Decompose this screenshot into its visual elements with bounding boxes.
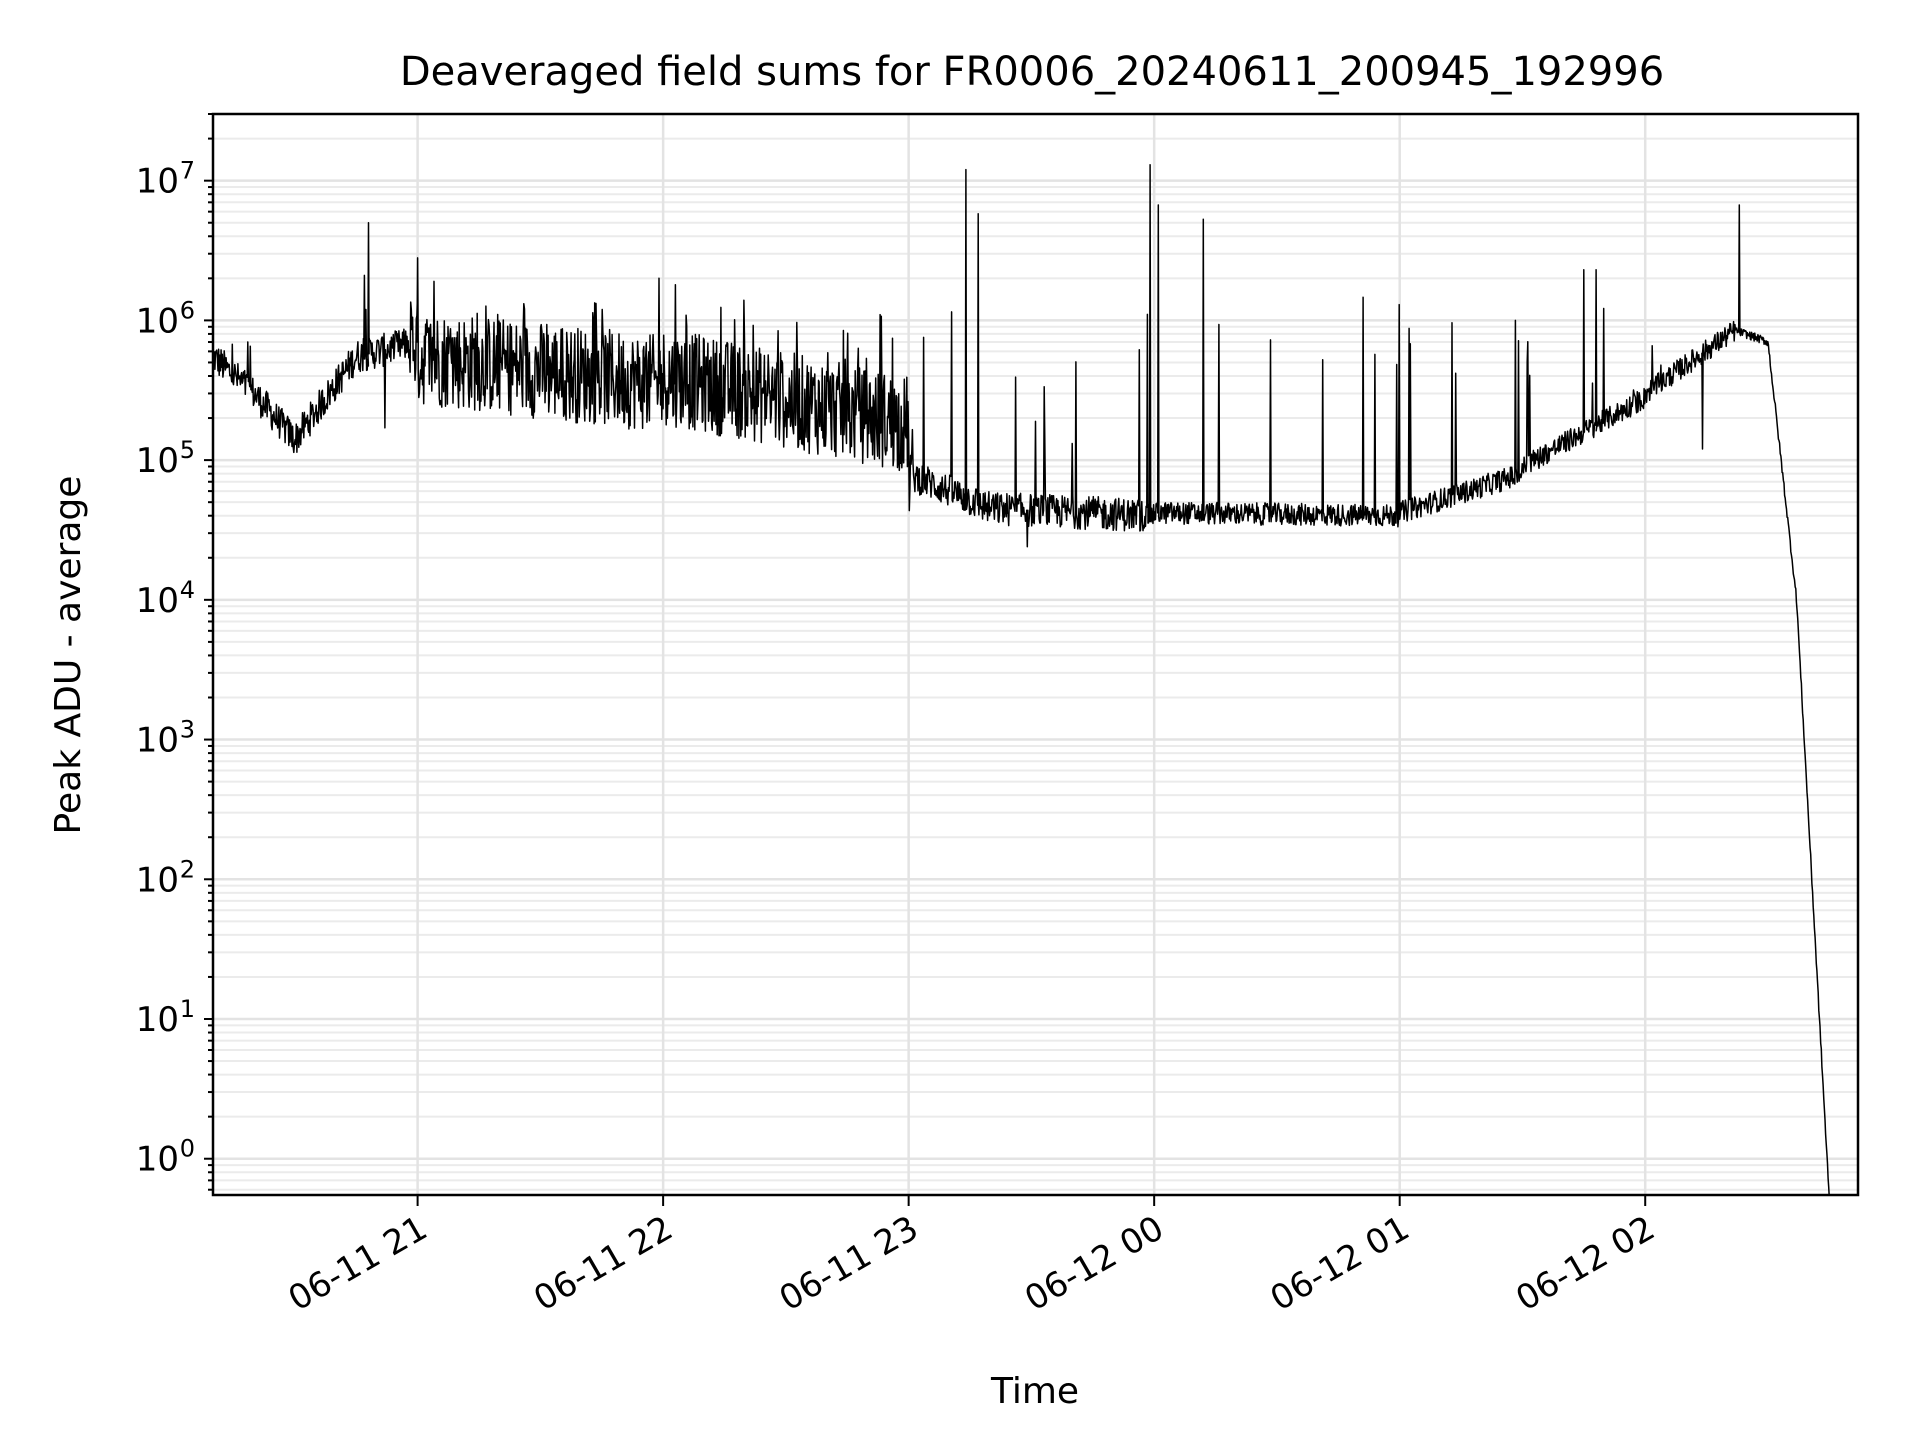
y-tick-exponent: 5: [180, 436, 195, 464]
y-tick-exponent: 3: [180, 716, 195, 744]
y-tick-exponent: 0: [180, 1135, 195, 1163]
y-tick-label: 10: [136, 1000, 179, 1040]
y-tick-exponent: 2: [180, 855, 195, 883]
y-tick-label: 10: [136, 441, 179, 481]
y-tick-exponent: 7: [180, 157, 195, 185]
series-layer: [213, 163, 1830, 1195]
y-axis-label: Peak ADU - average: [48, 476, 89, 835]
y-tick-label: 10: [136, 721, 179, 761]
y-tick-label: 10: [136, 162, 179, 202]
chart-title: Deaveraged field sums for FR0006_2024061…: [400, 49, 1664, 95]
y-tick-label: 10: [136, 1140, 179, 1180]
y-tick-label: 10: [136, 581, 179, 621]
y-tick-label: 10: [136, 860, 179, 900]
y-tick-exponent: 1: [180, 995, 195, 1023]
grid: [213, 113, 1858, 1195]
y-tick-exponent: 6: [180, 296, 195, 324]
y-tick-label: 10: [136, 301, 179, 341]
x-axis-label: Time: [990, 1371, 1079, 1412]
series-line: [213, 163, 1830, 1195]
y-tick-exponent: 4: [180, 576, 195, 604]
